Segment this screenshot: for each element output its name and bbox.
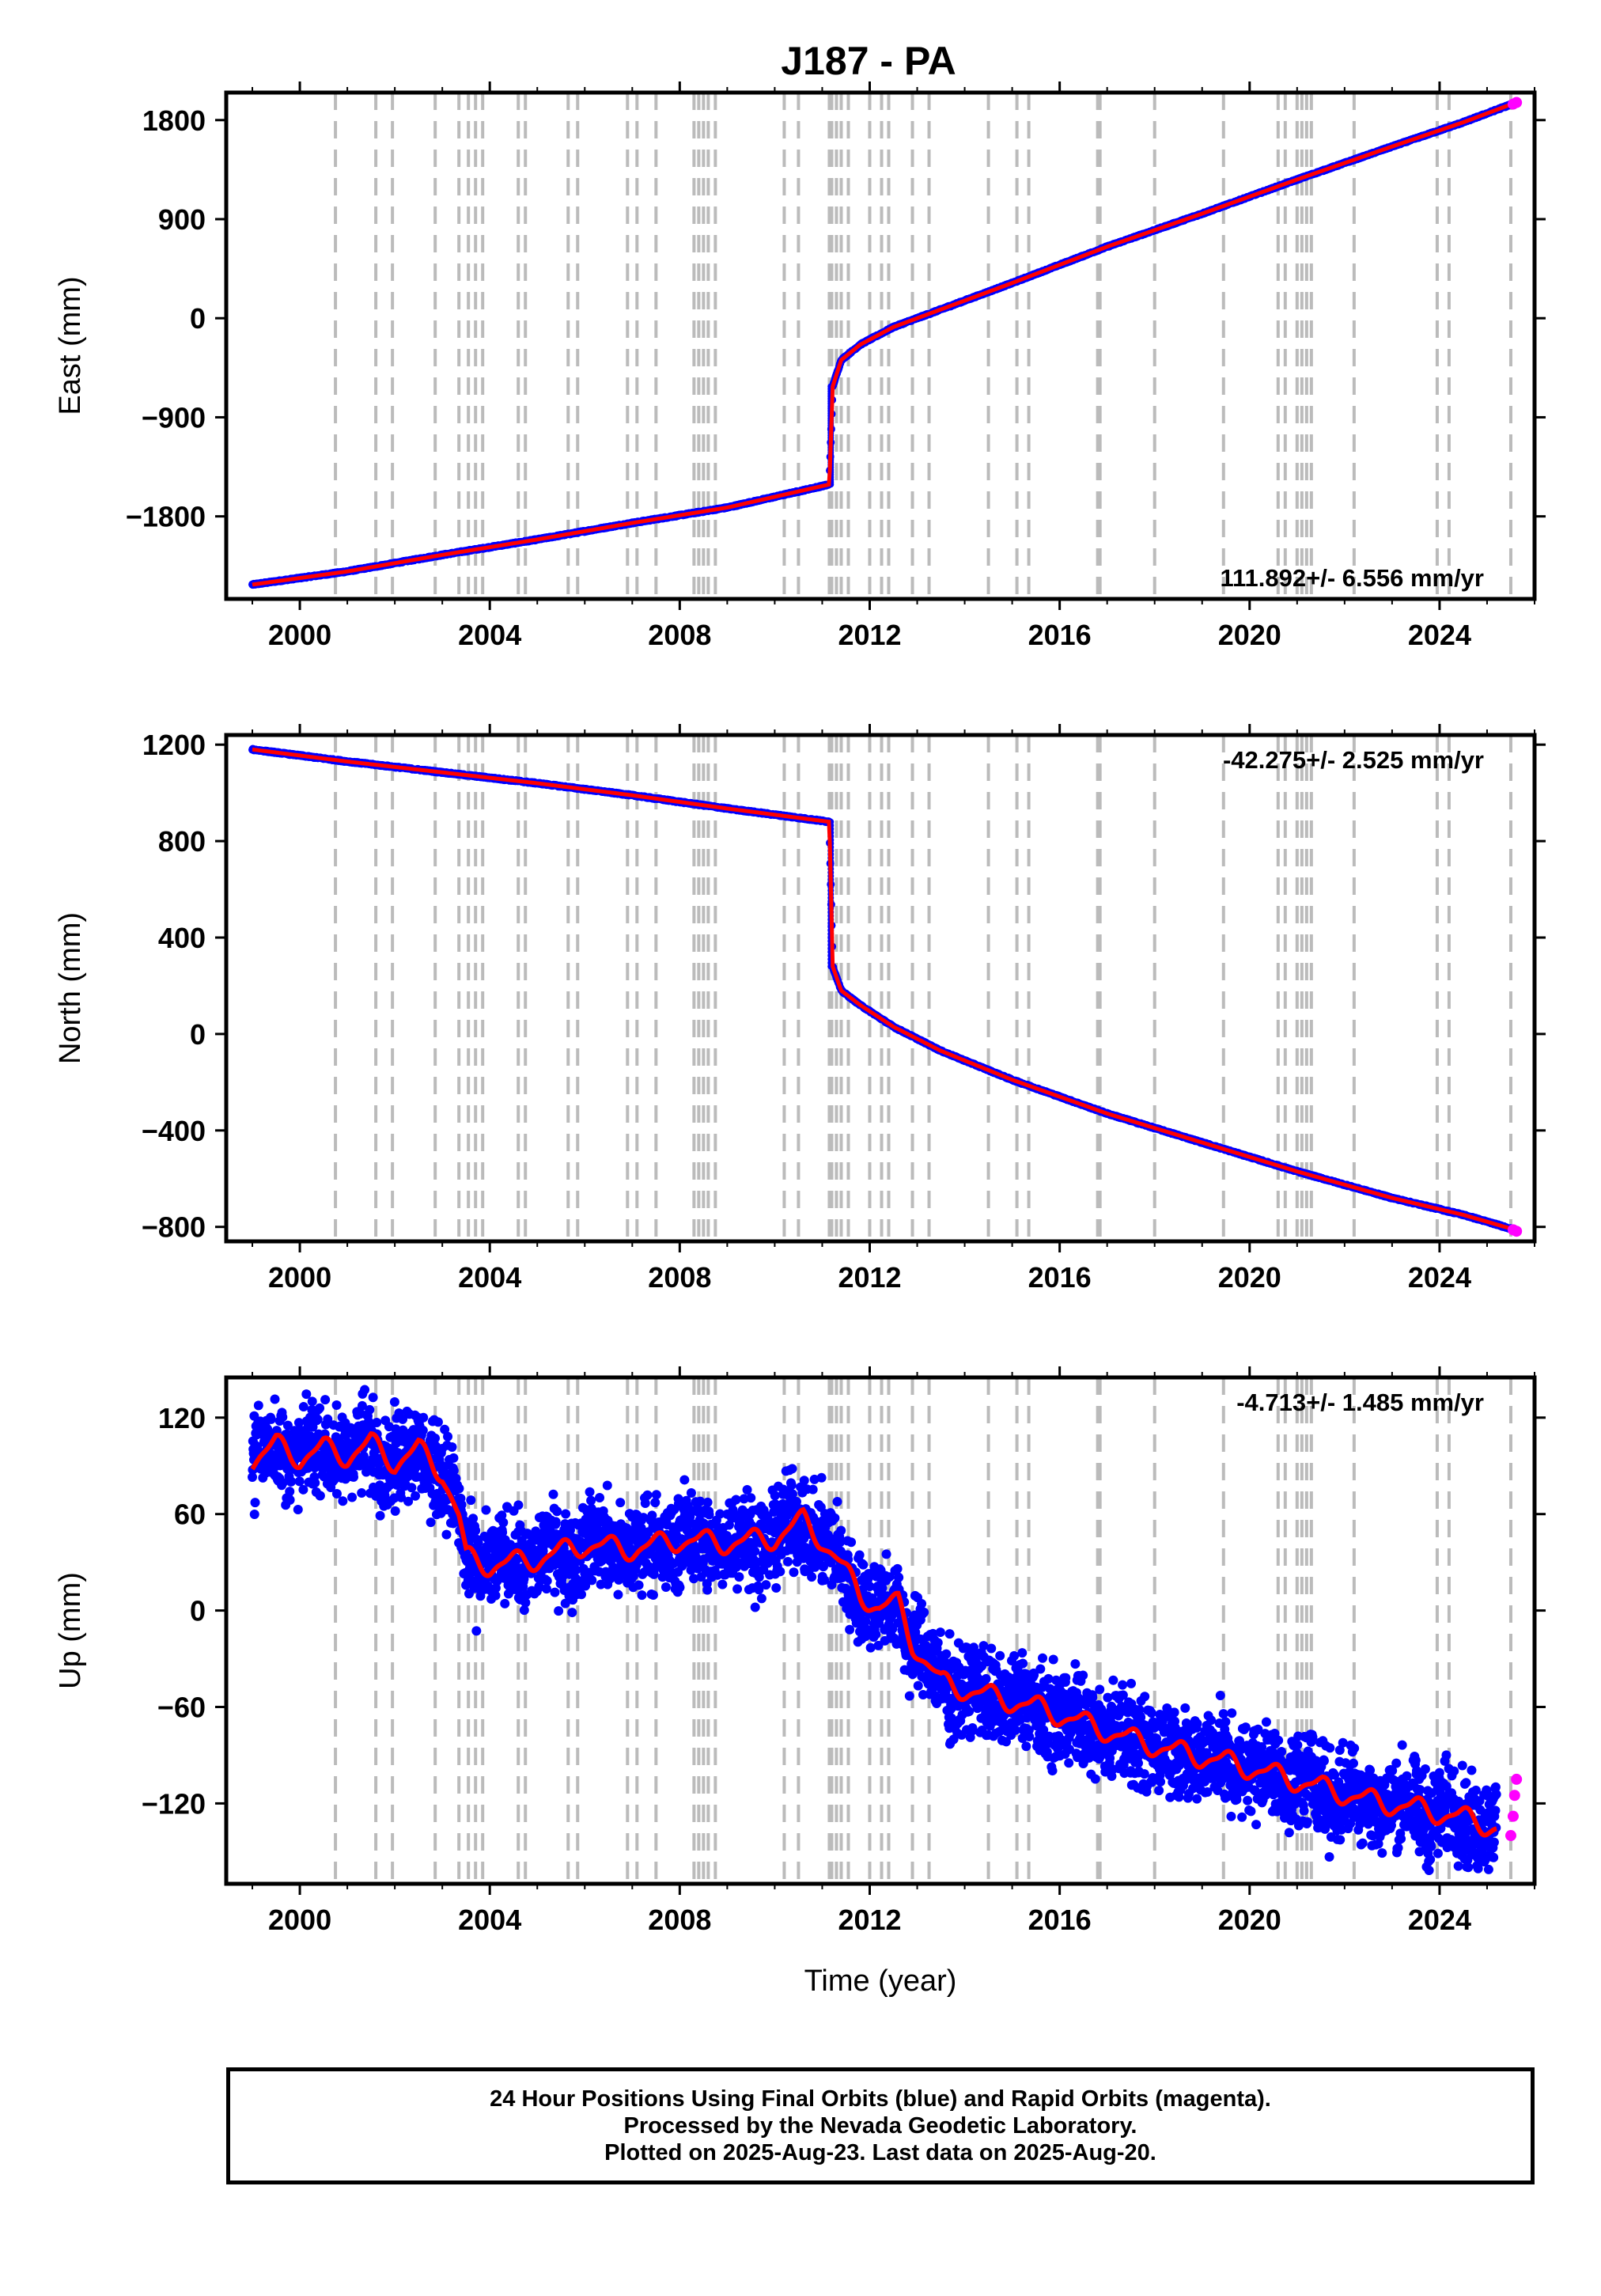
x-tick-label: 2020 [1218, 619, 1281, 651]
y-axis-label: East (mm) [54, 276, 87, 415]
final-orbit-points [248, 99, 1517, 589]
panel-north: 2000 2004 2008 2012 2016 2020 202412008004000−… [54, 724, 1546, 1294]
y-tick-label: −900 [142, 401, 206, 434]
rapid-data-point [1511, 97, 1523, 108]
panel-east: 2000 2004 2008 2012 2016 2020 2024 1800 900 0 −900… [54, 81, 1546, 651]
x-tick-label: 2008 [648, 619, 711, 651]
chart-title: J187 - PA [781, 39, 956, 83]
x-tick-label: 2016 [1028, 619, 1092, 651]
final-orbit-points [248, 744, 1517, 1234]
rapid-orbit-points [1507, 97, 1523, 110]
x-tick-label: 2024 [1408, 619, 1471, 651]
x-tick-label: 2000 [268, 619, 331, 651]
y-tick-label: 0 [190, 302, 206, 335]
y-tick-label: −1800 [126, 501, 206, 533]
rate-annotation: 111.892+/- 6.556 mm/yr [1220, 564, 1484, 592]
y-tick-label: 900 [158, 203, 206, 236]
x-tick-label: 2004 [458, 619, 521, 651]
model-fit-line [252, 101, 1514, 587]
plot-frame-east [224, 90, 1537, 601]
plot-area-east [248, 93, 1523, 599]
x-tick-label: 2012 [838, 619, 901, 651]
plot-area-north [248, 735, 1523, 1241]
y-tick-label: 1800 [142, 104, 206, 137]
